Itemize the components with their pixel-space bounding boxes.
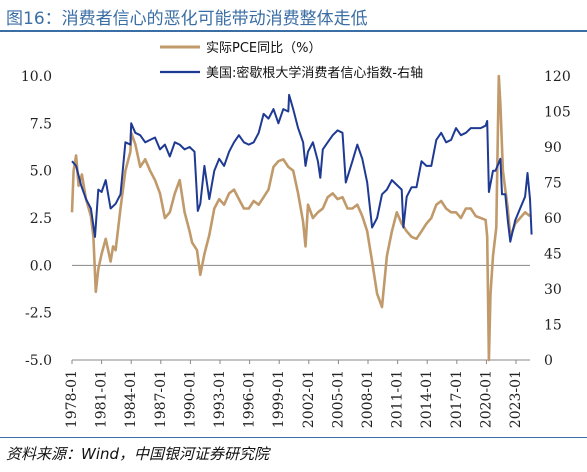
x-tick-label: 1984-01	[123, 370, 139, 428]
series-line-pce	[70, 74, 531, 362]
source-note: 资料来源：Wind，中国银河证券研究院	[6, 445, 270, 463]
footer-divider	[0, 437, 587, 438]
x-tick-label: 1993-01	[212, 370, 228, 428]
x-tick-label: 1981-01	[94, 370, 110, 428]
y-right-tick-label: 105	[544, 105, 571, 121]
legend-label: 实际PCE同比（%）	[206, 41, 321, 56]
x-tick-label: 2005-01	[330, 370, 346, 428]
y-left-tick-label: -2.5	[25, 306, 52, 322]
y-left-tick-label: 2.5	[30, 211, 52, 227]
y-right-tick-label: 90	[544, 140, 562, 156]
x-tick-label: 1996-01	[242, 370, 258, 428]
y-left-tick-label: 10.0	[21, 69, 52, 85]
x-tick-label: 2020-01	[478, 370, 494, 428]
y-right-tick-label: 30	[544, 282, 562, 298]
legend-label: 美国:密歇根大学消费者信心指数-右轴	[206, 65, 423, 81]
y-right-tick-label: 45	[544, 247, 562, 263]
title-divider	[0, 30, 587, 32]
x-tick-label: 2017-01	[449, 370, 465, 428]
chart-title: 图16：消费者信心的恶化可能带动消费整体走低	[6, 9, 368, 29]
y-right-tick-label: 75	[544, 176, 562, 192]
series-layer	[70, 74, 533, 362]
x-tick-label: 2011-01	[390, 370, 406, 428]
legend: 实际PCE同比（%） 美国:密歇根大学消费者信心指数-右轴	[160, 41, 423, 81]
y-right-tick-label: 15	[544, 318, 562, 334]
x-tick-label: 2023-01	[508, 370, 524, 428]
y-left-tick-label: 5.0	[30, 164, 52, 180]
axes: -5.0 -2.5 0.0 2.5 5.0 7.5 10.0 0 15 30 45 60 75 90 105…	[21, 69, 571, 428]
x-tick-label: 2002-01	[301, 370, 317, 428]
chart: 实际PCE同比（%） 美国:密歇根大学消费者信心指数-右轴 -5.0 -2.5 0.0…	[21, 41, 571, 428]
y-right-tick-label: 120	[544, 69, 571, 85]
x-tick-label: 1990-01	[182, 370, 198, 428]
x-tick-label: 2008-01	[360, 370, 376, 428]
y-left-tick-label: 7.5	[30, 116, 52, 132]
y-left-tick-label: 0.0	[30, 258, 52, 274]
x-tick-label: 2014-01	[419, 370, 435, 428]
y-right-tick-label: 60	[544, 211, 562, 227]
y-right-tick-label: 0	[544, 353, 553, 369]
x-tick-label: 1987-01	[153, 370, 169, 428]
y-left-tick-label: -5.0	[25, 353, 52, 369]
series-line-sentiment	[71, 93, 533, 243]
x-tick-label: 1978-01	[64, 370, 80, 428]
x-tick-label: 1999-01	[271, 370, 287, 428]
